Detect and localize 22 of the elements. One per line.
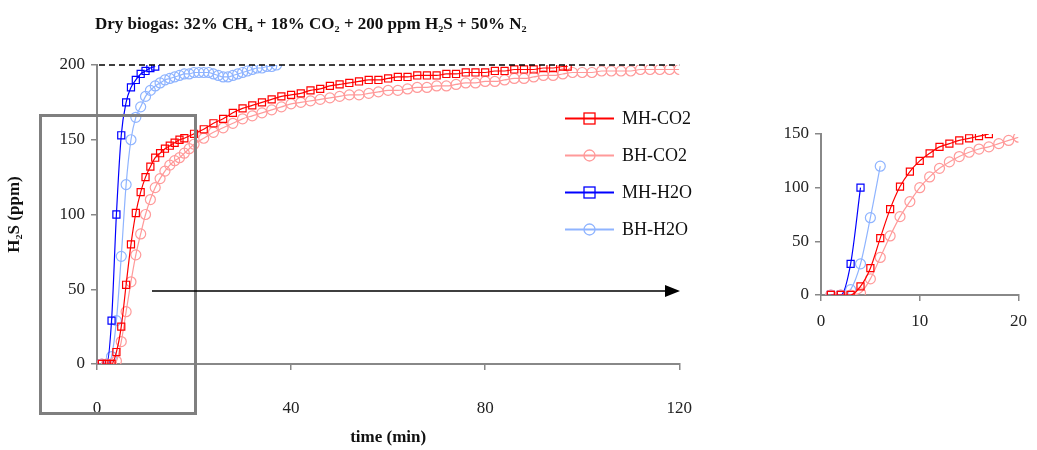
y-axis-title: H₂S (ppm) [3, 176, 23, 253]
y-tick-label: 50 [68, 278, 85, 298]
legend-label: MH-CO2 [622, 108, 692, 129]
chart-title: Dry biogas: 32% CH₄ + 18% CO₂ + 200 ppm H₂S + 50% N₂ [95, 14, 527, 34]
y-tick-label: 100 [59, 203, 85, 223]
x-tick-label: 0 [816, 310, 826, 330]
x-tick-label: 80 [476, 397, 494, 417]
legend-label: MH-H2O [622, 182, 692, 203]
legend-label: BH-H2O [622, 219, 688, 240]
y-tick-label: 100 [783, 177, 809, 197]
y-tick-label: 200 [59, 54, 85, 74]
y-tick-label: 0 [76, 353, 85, 373]
x-tick-label: 10 [911, 310, 929, 330]
y-tick-label: 150 [783, 123, 809, 143]
y-tick-label: 0 [800, 284, 809, 304]
y-tick-label: 150 [59, 129, 85, 149]
x-axis-title: time (min) [350, 427, 427, 447]
y-tick-label: 50 [792, 230, 809, 250]
legend-label: BH-CO2 [622, 145, 688, 166]
x-tick-label: 120 [666, 397, 692, 417]
x-tick-label: 40 [282, 397, 300, 417]
x-tick-label: 20 [1010, 310, 1027, 330]
